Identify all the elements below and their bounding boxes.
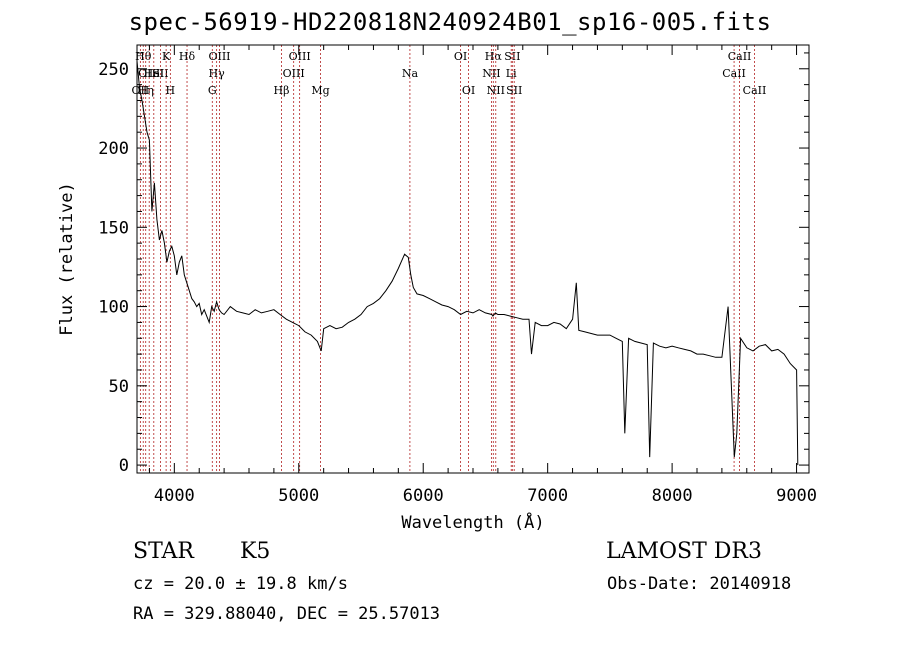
y-tick-label: 0 (119, 456, 129, 476)
line-marker-label: Li (506, 67, 517, 80)
x-tick-label: 4000 (154, 486, 195, 506)
line-marker-label: SII (504, 50, 520, 63)
y-axis-label: Flux (relative) (57, 182, 77, 336)
y-tick-label: 100 (98, 298, 129, 318)
y-tick-label: 150 (98, 218, 129, 238)
line-marker-label: CaII (722, 67, 746, 80)
axis-ticks: 4000 5000 6000 7000 8000 9000 0 50 100 150 200 250 (98, 45, 817, 506)
line-marker-label: Hγ (209, 67, 226, 80)
x-tick-label: 8000 (652, 486, 693, 506)
line-marker-label: Na (402, 67, 419, 80)
line-marker-label: OI (462, 84, 475, 97)
line-marker-label: H (166, 84, 176, 97)
line-marker-label: K (162, 50, 171, 63)
line-marker-label: Hη (138, 84, 154, 97)
object-class: STAR (133, 539, 194, 564)
line-marker-label: G (208, 84, 217, 97)
line-marker-label: Hα (485, 50, 503, 63)
object-subclass: K5 (240, 539, 271, 564)
x-tick-label: 9000 (776, 486, 817, 506)
survey-name: LAMOST DR3 (606, 539, 762, 564)
line-marker-label: SII (506, 84, 522, 97)
x-tick-label: 6000 (403, 486, 444, 506)
line-marker-label: Hβ (274, 84, 290, 97)
obs-date: Obs-Date: 20140918 (607, 574, 792, 594)
chart-title: spec-56919-HD220818N240924B01_sp16-005.f… (128, 8, 772, 36)
y-tick-label: 250 (98, 60, 129, 80)
y-tick-label: 200 (98, 139, 129, 159)
spectrum-line (136, 60, 799, 466)
x-tick-label: 5000 (278, 486, 319, 506)
redshift-readout: cz = 20.0 ± 19.8 km/s (133, 574, 348, 594)
line-marker-label: OIII (283, 67, 305, 80)
line-marker-label: OIII (138, 67, 160, 80)
line-marker-label: HeI (144, 67, 164, 80)
plot-frame (136, 44, 810, 474)
line-marker-label: SII (152, 67, 168, 80)
x-tick-label: 7000 (527, 486, 568, 506)
line-markers: OIIHθHηOIIIHeISIIKHHδGHγOIIIHβOIIIOIIIMg… (132, 45, 767, 473)
coordinates-readout: RA = 329.88040, DEC = 25.57013 (133, 604, 441, 624)
line-marker-label: NII (482, 67, 500, 80)
y-tick-label: 50 (109, 377, 129, 397)
line-marker-label: OI (454, 50, 467, 63)
line-marker-label: OIII (289, 50, 311, 63)
x-axis-label: Wavelength (Å) (401, 511, 544, 533)
line-marker-label: CaII (728, 50, 752, 63)
line-marker-label: CaII (743, 84, 767, 97)
line-marker-label: OIII (208, 50, 230, 63)
line-marker-label: NII (487, 84, 505, 97)
line-marker-label: Hδ (179, 50, 196, 63)
line-marker-label: Mg (311, 84, 329, 97)
